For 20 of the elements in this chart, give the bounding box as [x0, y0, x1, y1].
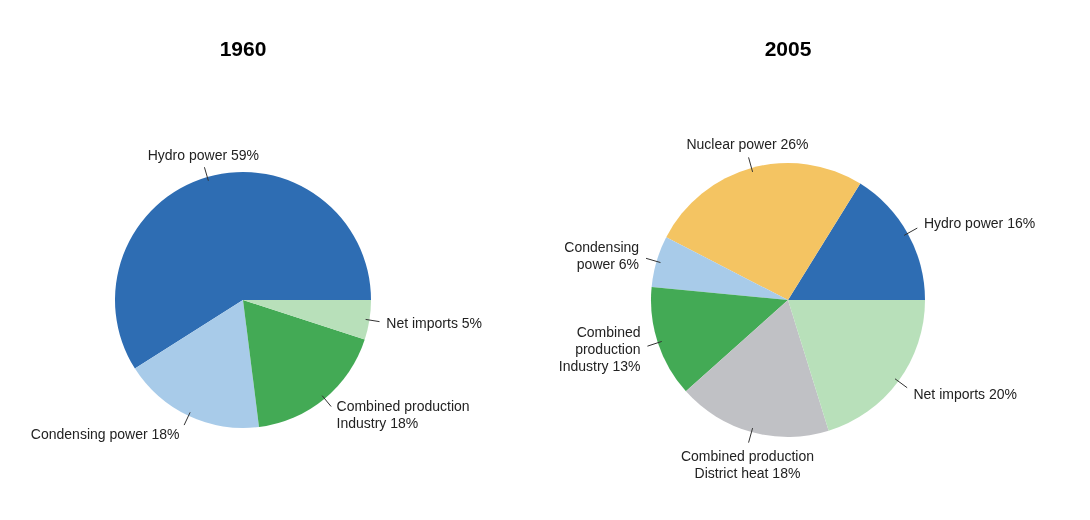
slice-label: Nuclear power 26% — [686, 136, 809, 153]
pie-slice — [666, 163, 861, 300]
pie-slice — [788, 183, 925, 300]
slice-label: Hydro power 16% — [923, 215, 1036, 232]
slice-label: Condensing power 6% — [564, 238, 640, 272]
pie-slice — [685, 300, 829, 437]
pie-slice — [243, 300, 371, 340]
slice-label: Combined production Industry 13% — [558, 324, 641, 375]
pie-slice — [134, 300, 260, 428]
slice-label: Combined production District heat 18% — [680, 447, 815, 481]
chart-title: 1960 — [219, 37, 267, 60]
slice-label: Combined production Industry 18% — [336, 397, 470, 431]
slice-label: Net imports 5% — [386, 315, 483, 332]
pie-slice — [651, 237, 788, 300]
pie-slice — [651, 286, 788, 392]
slice-label: Net imports 20% — [913, 385, 1017, 402]
chart-title: 2005 — [764, 37, 812, 60]
slice-label: Hydro power 59% — [147, 146, 259, 163]
pie-slice — [115, 172, 371, 369]
slice-label: Condensing power 18% — [30, 425, 180, 442]
